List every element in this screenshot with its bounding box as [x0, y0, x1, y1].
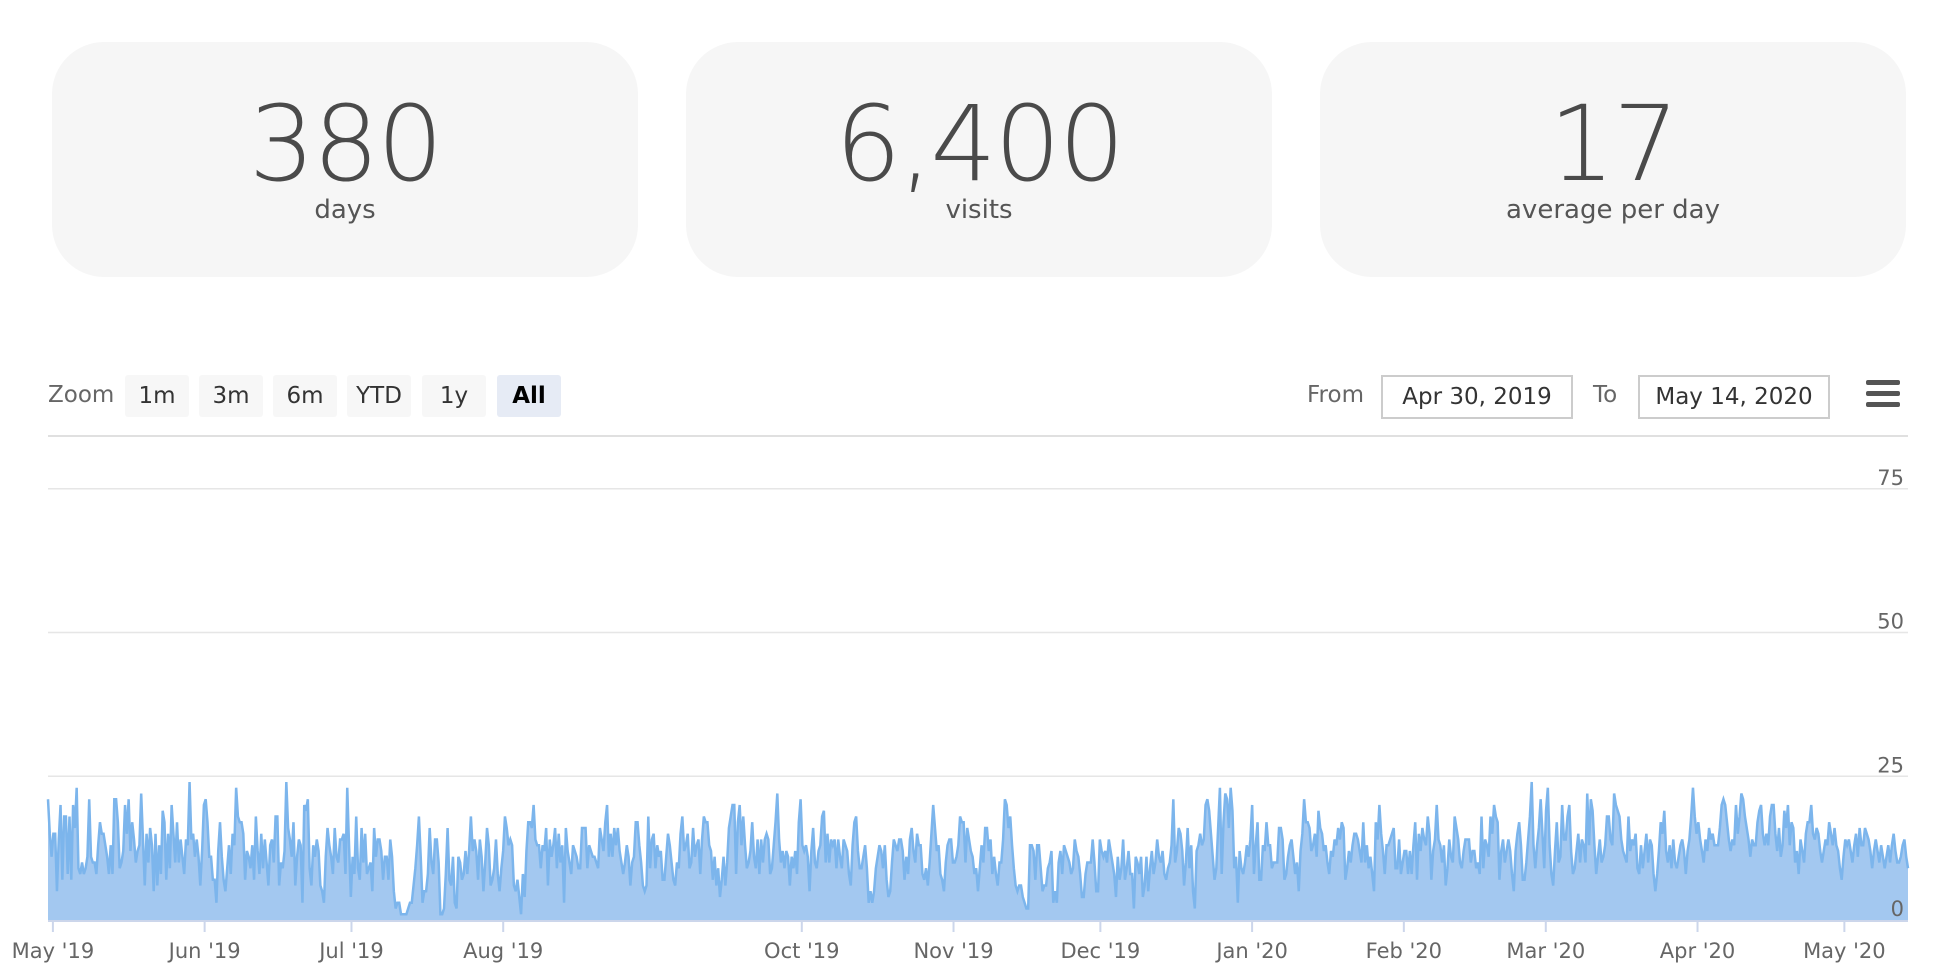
y-tick-label: 25: [1877, 753, 1904, 777]
stat-label: days: [314, 195, 376, 225]
x-tick-label: May '19: [12, 939, 95, 963]
x-tick-label: May '20: [1803, 939, 1886, 963]
x-axis-labels: May '19 Jun '19 Jul '19 Aug '19 Oct '19 Nov '…: [12, 921, 1886, 963]
series-line: [46, 781, 1910, 916]
x-tick-label: Aug '19: [463, 939, 543, 963]
zoom-label: Zoom: [48, 382, 115, 408]
stat-card-days: 380 days: [52, 42, 638, 277]
series-area: [46, 781, 1910, 920]
stat-card-visits: 6,400 visits: [686, 42, 1272, 277]
zoom-button-all[interactable]: All: [497, 375, 561, 417]
x-tick-label: Jul '19: [317, 939, 384, 963]
x-tick-label: Dec '19: [1060, 939, 1140, 963]
to-date-input[interactable]: May 14, 2020: [1638, 375, 1830, 419]
x-tick-label: Apr '20: [1660, 939, 1736, 963]
y-axis-labels: 0 25 50 75: [1877, 466, 1904, 921]
zoom-button-ytd[interactable]: YTD: [347, 375, 411, 417]
stat-value: 6,400: [835, 83, 1125, 205]
stat-label: visits: [945, 195, 1013, 225]
x-tick-label: Mar '20: [1506, 939, 1585, 963]
from-date-input[interactable]: Apr 30, 2019: [1381, 375, 1573, 419]
stats-row: 380 days 6,400 visits 17 average per day: [0, 0, 1943, 300]
x-tick-label: Jan '20: [1214, 939, 1288, 963]
stat-card-average: 17 average per day: [1320, 42, 1906, 277]
from-label: From: [1307, 382, 1364, 408]
zoom-button-6m[interactable]: 6m: [273, 375, 337, 417]
range-selector: Zoom 1m 3m 6m YTD 1y All From Apr 30, 20…: [48, 368, 1908, 419]
chart-container: Zoom 1m 3m 6m YTD 1y All From Apr 30, 20…: [0, 340, 1943, 976]
zoom-button-3m[interactable]: 3m: [199, 375, 263, 417]
x-tick-label: Oct '19: [764, 939, 839, 963]
range-divider: [48, 435, 1908, 437]
hamburger-menu-icon[interactable]: [1866, 380, 1900, 410]
stat-value: 380: [248, 83, 444, 205]
y-tick-label: 75: [1877, 466, 1904, 490]
x-tick-label: Jun '19: [167, 939, 241, 963]
to-label: To: [1593, 382, 1618, 408]
y-tick-label: 50: [1877, 610, 1904, 634]
y-tick-label: 0: [1891, 897, 1904, 921]
x-tick-label: Nov '19: [913, 939, 993, 963]
stat-value: 17: [1548, 83, 1679, 205]
x-tick-label: Feb '20: [1366, 939, 1442, 963]
grid-lines: [48, 488, 1908, 777]
area-chart: 0 25 50 75 May '19 Jun '19 Jul '19 Aug '19 Oct …: [12, 466, 1910, 963]
zoom-button-1m[interactable]: 1m: [125, 375, 189, 417]
stat-label: average per day: [1506, 195, 1720, 225]
zoom-button-1y[interactable]: 1y: [422, 375, 486, 417]
